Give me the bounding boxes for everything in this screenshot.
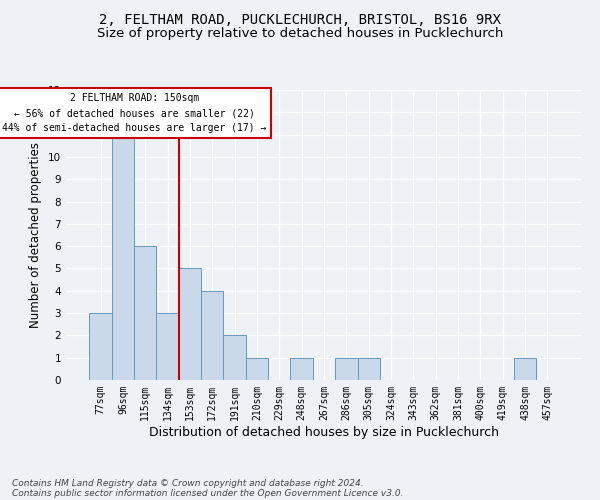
Bar (157, 313, 179, 380)
Bar (179, 268, 201, 380)
Bar (335, 358, 358, 380)
Text: Size of property relative to detached houses in Pucklechurch: Size of property relative to detached ho… (97, 28, 503, 40)
Text: Contains HM Land Registry data © Crown copyright and database right 2024.: Contains HM Land Registry data © Crown c… (12, 478, 364, 488)
Bar (134, 246, 157, 380)
Text: Contains public sector information licensed under the Open Government Licence v3: Contains public sector information licen… (12, 488, 404, 498)
X-axis label: Distribution of detached houses by size in Pucklechurch: Distribution of detached houses by size … (149, 426, 499, 438)
Bar (290, 358, 313, 380)
Y-axis label: Number of detached properties: Number of detached properties (29, 142, 43, 328)
Bar (89, 313, 112, 380)
Bar (514, 358, 536, 380)
Text: 2 FELTHAM ROAD: 150sqm
← 56% of detached houses are smaller (22)
44% of semi-det: 2 FELTHAM ROAD: 150sqm ← 56% of detached… (2, 94, 266, 133)
Bar (358, 358, 380, 380)
Bar (201, 291, 223, 380)
Bar (112, 134, 134, 380)
Bar (223, 336, 246, 380)
Bar (246, 358, 268, 380)
Text: 2, FELTHAM ROAD, PUCKLECHURCH, BRISTOL, BS16 9RX: 2, FELTHAM ROAD, PUCKLECHURCH, BRISTOL, … (99, 12, 501, 26)
